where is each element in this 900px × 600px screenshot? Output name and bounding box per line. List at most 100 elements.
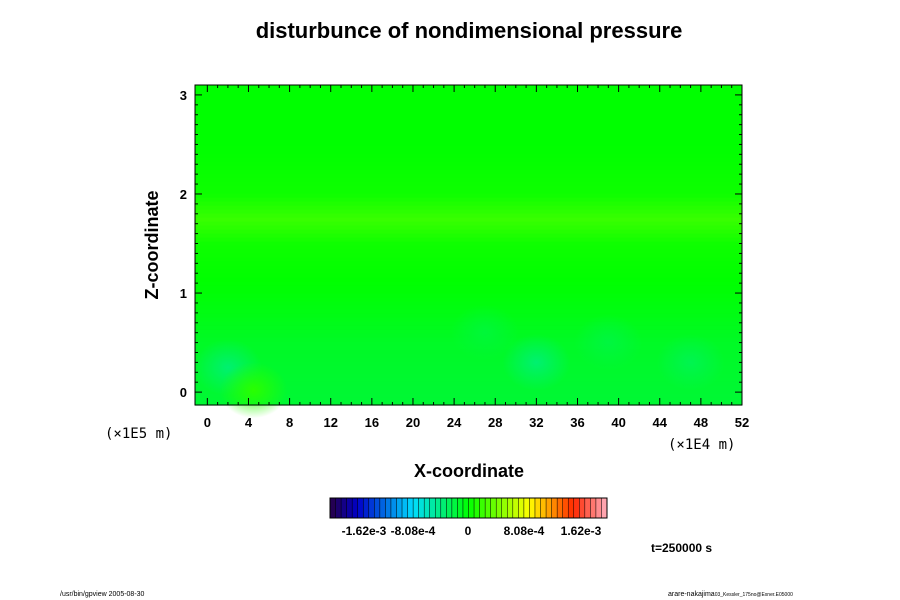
- colorbar-swatch: [362, 497, 370, 519]
- colorbar-swatch: [529, 497, 536, 519]
- colorbar-swatch: [573, 497, 580, 519]
- heatmap-row: [195, 301, 742, 306]
- heatmap-row: [195, 261, 742, 266]
- heatmap-row: [195, 297, 742, 302]
- x-tick-label: 48: [694, 415, 708, 430]
- y-tick-label: 3: [180, 88, 187, 103]
- heatmap-row: [195, 229, 742, 234]
- colorbar-swatch: [446, 497, 453, 519]
- colorbar-swatch: [468, 497, 475, 519]
- heatmap-row: [195, 209, 742, 214]
- heatmap-row: [195, 237, 742, 242]
- heatmap-row: [195, 265, 742, 270]
- heatmap-row: [195, 189, 742, 194]
- heatmap-row: [195, 257, 742, 262]
- colorbar-swatch: [440, 497, 447, 519]
- colorbar-tick-label: 0: [465, 524, 472, 538]
- heatmap-row: [195, 177, 742, 182]
- colorbar-swatch: [351, 497, 359, 519]
- x-tick-label: 28: [488, 415, 502, 430]
- plot-frame: [194, 84, 743, 406]
- colorbar: -1.62e-3 -8.08e-4 0 8.08e-4 1.62e-3: [329, 497, 608, 538]
- colorbar-swatch: [346, 497, 353, 519]
- heatmap-row: [195, 169, 742, 174]
- colorbar-swatch: [335, 497, 342, 519]
- heatmap-row: [195, 381, 742, 386]
- y-axis: 0 1 2 3: [180, 88, 742, 400]
- colorbar-swatch: [595, 497, 602, 519]
- y-axis-label: Z-coordinate: [142, 190, 162, 299]
- colorbar-swatch: [374, 497, 381, 519]
- heatmap-row: [195, 401, 742, 406]
- heatmap-row: [195, 89, 742, 94]
- heatmap-row: [195, 269, 742, 274]
- time-label: t=250000 s: [651, 541, 712, 555]
- colorbar-tick-labels: -1.62e-3 -8.08e-4 0 8.08e-4 1.62e-3: [342, 524, 602, 538]
- colorbar-swatch: [368, 497, 375, 519]
- heatmap-row: [195, 93, 742, 98]
- heatmap-row: [195, 145, 742, 150]
- colorbar-swatch: [357, 497, 364, 519]
- colorbar-swatch: [601, 497, 608, 519]
- heatmap-row: [195, 153, 742, 158]
- heatmap-minimum: [574, 314, 643, 371]
- x-tick-label: 24: [447, 415, 462, 430]
- heatmap-row: [195, 133, 742, 138]
- heatmap-row: [195, 389, 742, 394]
- colorbar-swatch: [457, 497, 464, 519]
- colorbar-swatch: [523, 497, 530, 519]
- colorbar-swatch: [484, 497, 492, 519]
- heatmap-row: [195, 305, 742, 310]
- heatmap-row: [195, 365, 742, 370]
- heatmap-row: [195, 141, 742, 146]
- x-axis-label: X-coordinate: [414, 461, 524, 481]
- x-axis-unit: (×1E4 m): [668, 437, 735, 453]
- colorbar-swatch: [540, 497, 547, 519]
- heatmap-row: [195, 245, 742, 250]
- heatmap-row: [195, 397, 742, 402]
- colorbar-swatch: [495, 497, 503, 519]
- colorbar-swatches: [329, 497, 608, 519]
- heatmap-row: [195, 129, 742, 134]
- heatmap-row: [195, 393, 742, 398]
- colorbar-swatch: [501, 497, 508, 519]
- colorbar-tick-label: 8.08e-4: [504, 524, 545, 538]
- colorbar-swatch: [551, 497, 558, 519]
- footer-right-detail: 03_Kessler_175no@Exner.E05000: [715, 592, 793, 598]
- colorbar-swatch: [451, 497, 458, 519]
- heatmap-row: [195, 137, 742, 142]
- x-tick-label: 36: [570, 415, 584, 430]
- x-tick-label: 8: [286, 415, 293, 430]
- heatmap-row: [195, 213, 742, 218]
- colorbar-swatch: [590, 497, 597, 519]
- colorbar-swatch: [473, 497, 481, 519]
- heatmap-row: [195, 373, 742, 378]
- heatmap-row: [195, 109, 742, 114]
- x-tick-label: 0: [204, 415, 211, 430]
- colorbar-swatch: [579, 497, 586, 519]
- heatmap-row: [195, 125, 742, 130]
- plot-area: [193, 84, 743, 419]
- y-axis-unit: (×1E5 m): [105, 426, 172, 442]
- heatmap-row: [195, 293, 742, 298]
- heatmap-row: [195, 249, 742, 254]
- heatmap-row: [195, 165, 742, 170]
- heatmap-minimum: [450, 304, 519, 361]
- x-tick-label: 40: [611, 415, 625, 430]
- heatmap-row: [195, 289, 742, 294]
- colorbar-swatch: [418, 497, 425, 519]
- heatmap-row: [195, 97, 742, 102]
- heatmap-row: [195, 157, 742, 162]
- heatmap-row: [195, 149, 742, 154]
- colorbar-swatch: [340, 497, 348, 519]
- colorbar-swatch: [429, 497, 436, 519]
- colorbar-swatch: [534, 497, 541, 519]
- x-tick-label: 20: [406, 415, 420, 430]
- heatmap-row: [195, 385, 742, 390]
- colorbar-swatch: [584, 497, 591, 519]
- heatmap-row: [195, 233, 742, 238]
- heatmap-minimum: [502, 334, 571, 391]
- colorbar-swatch: [412, 497, 420, 519]
- footer-right: arare-nakajima03_Kessler_175no@Exner.E05…: [668, 591, 793, 598]
- colorbar-swatch: [407, 497, 414, 519]
